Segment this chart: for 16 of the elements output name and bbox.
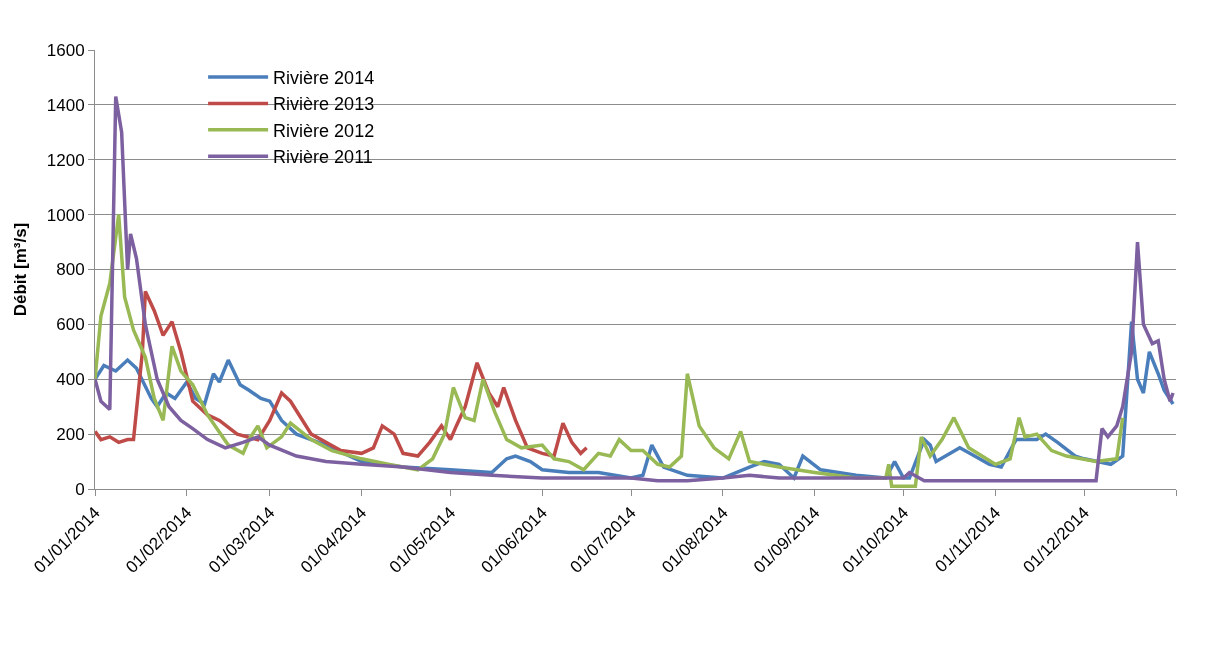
- y-tick-label: 800: [56, 260, 85, 280]
- y-tick-label: 200: [56, 425, 85, 445]
- y-tick-label: 1200: [46, 150, 85, 170]
- y-axis-title: Débit [m³/s]: [11, 222, 31, 317]
- legend-label: Rivière 2011: [273, 147, 373, 168]
- legend-label: Rivière 2014: [273, 68, 375, 88]
- line-series: [95, 212, 1125, 489]
- line-series: [95, 289, 589, 458]
- y-tick-label: 600: [56, 315, 85, 335]
- y-tick-label: 400: [56, 370, 85, 390]
- y-tick-label: 0: [75, 479, 85, 499]
- y-tick-label: 1000: [46, 205, 85, 225]
- y-tick-label: 1400: [46, 95, 85, 115]
- legend-label: Rivière 2012: [273, 120, 375, 141]
- y-tick-label: 1600: [46, 40, 85, 60]
- legend-label: Rivière 2013: [273, 94, 375, 115]
